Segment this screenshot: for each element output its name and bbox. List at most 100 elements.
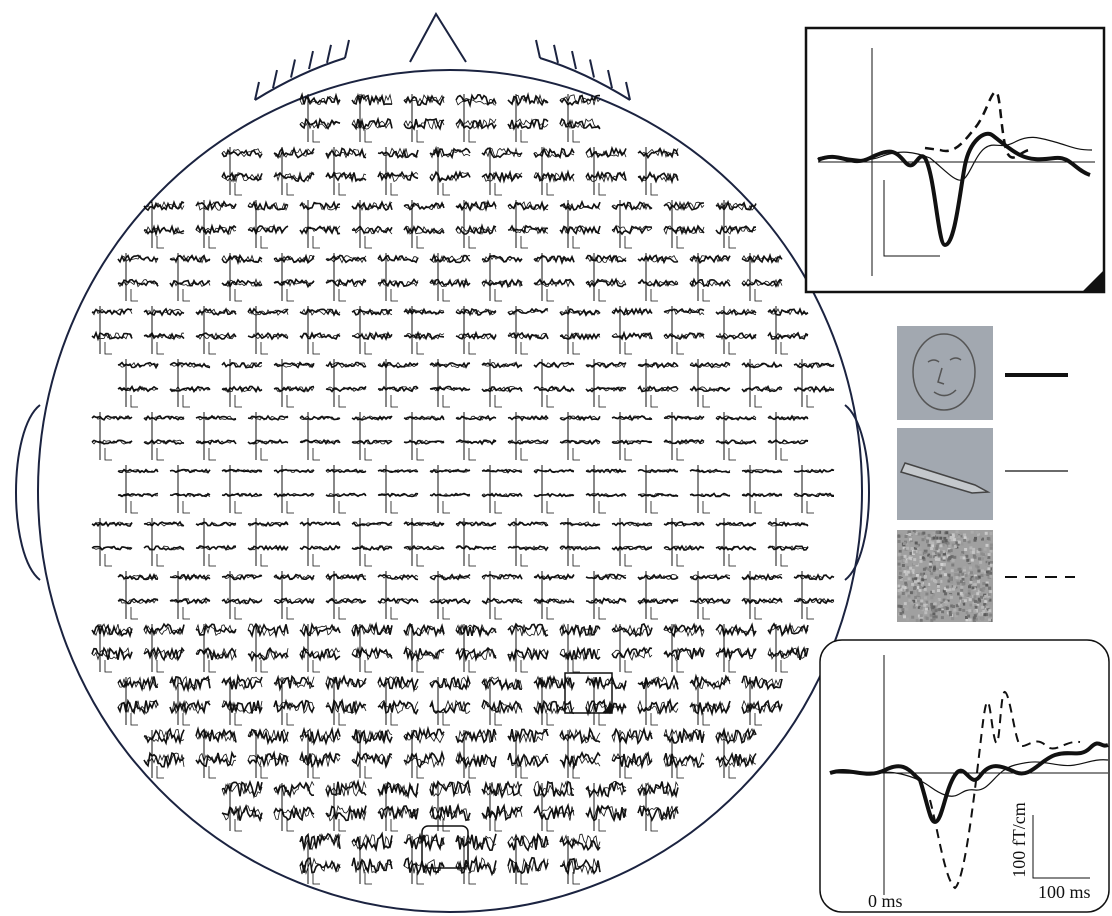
sensor-scale [235, 501, 242, 513]
noise-dot [899, 576, 902, 579]
noise-dot [960, 553, 963, 556]
sensor-trace [456, 648, 496, 659]
noise-dot [973, 616, 976, 619]
sensor [534, 781, 574, 831]
noise-dot [987, 537, 990, 540]
sensor [612, 729, 652, 778]
sensor-trace [508, 95, 548, 105]
brow-tick [273, 70, 277, 88]
sensor [196, 624, 236, 672]
sensor [326, 571, 366, 619]
noise-dot [965, 555, 968, 558]
noise-dot [988, 609, 991, 612]
noise-dot [953, 538, 956, 541]
noise-dot [964, 599, 967, 602]
sensor [92, 412, 132, 460]
noise-dot [974, 539, 977, 542]
noise-dot [935, 609, 938, 612]
sensor [742, 676, 782, 725]
sensor [352, 200, 392, 248]
noise-dot [946, 586, 949, 589]
sensor [482, 781, 522, 831]
sensor [768, 412, 808, 460]
noise-dot [933, 618, 936, 621]
noise-dot [911, 532, 914, 535]
sensor [482, 359, 522, 407]
sensor-trace [586, 173, 626, 182]
noise-dot [945, 600, 948, 603]
sensor [248, 518, 288, 566]
sensor-scale [443, 183, 450, 195]
sensor [638, 571, 678, 619]
noise-dot [943, 563, 946, 566]
noise-dot [953, 585, 956, 588]
noise-dot [916, 619, 919, 622]
noise-dot [899, 550, 902, 553]
noise-dot [936, 599, 939, 602]
noise-dot [950, 577, 953, 580]
noise-dot [979, 561, 982, 564]
sensor [300, 412, 340, 460]
noise-dot [960, 556, 963, 559]
sensor-scale [105, 660, 112, 672]
noise-dot [905, 573, 908, 576]
noise-dot [919, 551, 922, 554]
noise-dot [989, 614, 992, 617]
sensor-scale [287, 395, 294, 407]
sensor-scale [287, 183, 294, 195]
noise-dot [933, 537, 936, 540]
noise-dot [910, 591, 913, 594]
sensor [508, 729, 548, 778]
noise-dot [945, 539, 948, 542]
noise-dot [935, 556, 938, 559]
noise-dot [932, 613, 935, 616]
noise-dot [963, 566, 966, 569]
sensor [404, 412, 444, 460]
noise-dot [903, 542, 906, 545]
sensor-trace [664, 546, 704, 550]
sensor [118, 676, 158, 725]
sensor-scale [313, 872, 320, 884]
noise-dot [909, 573, 912, 576]
noise-dot [950, 574, 953, 577]
sensor [560, 306, 600, 354]
noise-dot [945, 531, 948, 534]
sensor [404, 624, 444, 672]
sensor [560, 624, 600, 672]
sensor [300, 624, 340, 672]
noise-dot [980, 613, 983, 616]
noise-dot [974, 610, 977, 613]
face-image [897, 326, 993, 420]
sensor [170, 571, 210, 619]
sensor-scale [365, 766, 372, 778]
noise-dot [902, 592, 905, 595]
noise-dot [990, 603, 993, 606]
sensor [92, 624, 132, 672]
noise-dot [990, 575, 993, 578]
sensor [534, 465, 574, 513]
noise-dot [920, 600, 923, 603]
sensor-scale [235, 289, 242, 301]
noise-dot [988, 593, 991, 596]
noise-dot [902, 564, 905, 567]
sensor-scale [339, 395, 346, 407]
sensor-scale [755, 713, 762, 725]
sensor [248, 412, 288, 460]
noise-dot [971, 531, 974, 534]
sensor [742, 359, 782, 407]
brow-tick [536, 40, 540, 58]
sensor-scale [235, 713, 242, 725]
sensor [222, 571, 262, 619]
scale-x-label: 100 ms [1038, 882, 1091, 902]
sensor [118, 253, 158, 301]
noise-dot [935, 531, 938, 534]
sensor-scale [417, 130, 424, 142]
noise-dot [941, 571, 944, 574]
noise-dot [978, 606, 981, 609]
sensor-scale [573, 342, 580, 354]
noise-dot [956, 576, 959, 579]
noise-dot [920, 614, 923, 617]
sensor-scale [365, 660, 372, 672]
sensor [456, 94, 496, 142]
noise-dot [950, 581, 953, 584]
